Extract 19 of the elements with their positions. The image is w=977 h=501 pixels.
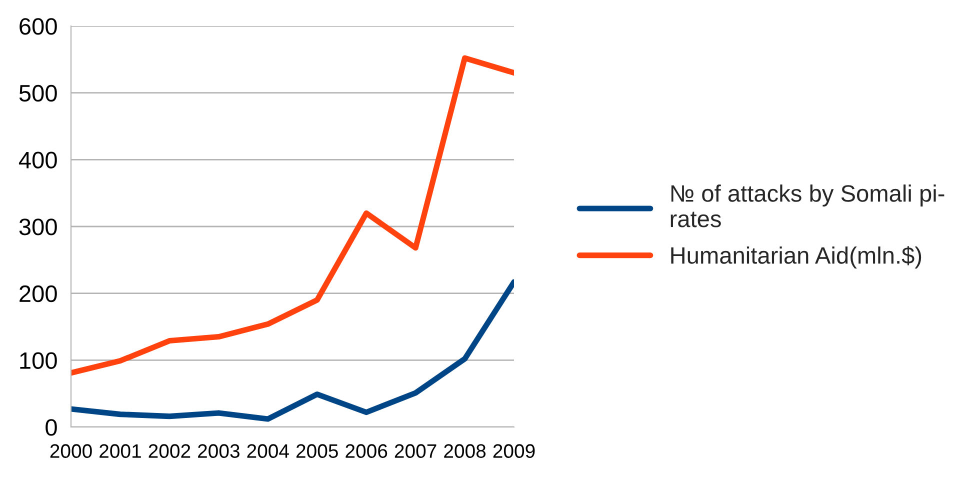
y-tick-label: 600 bbox=[20, 18, 57, 35]
legend-label: Humanitarian Aid(mln.$) bbox=[671, 246, 922, 268]
y-tick-label: 200 bbox=[20, 285, 57, 302]
x-tick-label: 2000 bbox=[50, 444, 92, 458]
x-tick-label: 2006 bbox=[346, 444, 388, 458]
x-tick-label: 2003 bbox=[198, 444, 240, 458]
x-tick-label: 2007 bbox=[394, 444, 436, 458]
y-tick-label: 0 bbox=[46, 419, 57, 436]
y-tick-label: 400 bbox=[18, 152, 57, 168]
y-tick-label: 500 bbox=[19, 84, 57, 102]
x-tick-label: 2005 bbox=[296, 444, 338, 458]
x-tick-label: 2002 bbox=[148, 444, 190, 458]
x-tick-label: 2004 bbox=[247, 444, 289, 458]
y-tick-label: 300 bbox=[19, 218, 57, 236]
x-tick-label: 2009 bbox=[493, 444, 535, 458]
x-tick-label: 2008 bbox=[444, 444, 486, 458]
legend-label: № of attacks by Somali pi- rates bbox=[670, 184, 944, 228]
x-tick-label: 2001 bbox=[100, 444, 141, 458]
y-tick-label: 100 bbox=[20, 352, 57, 369]
